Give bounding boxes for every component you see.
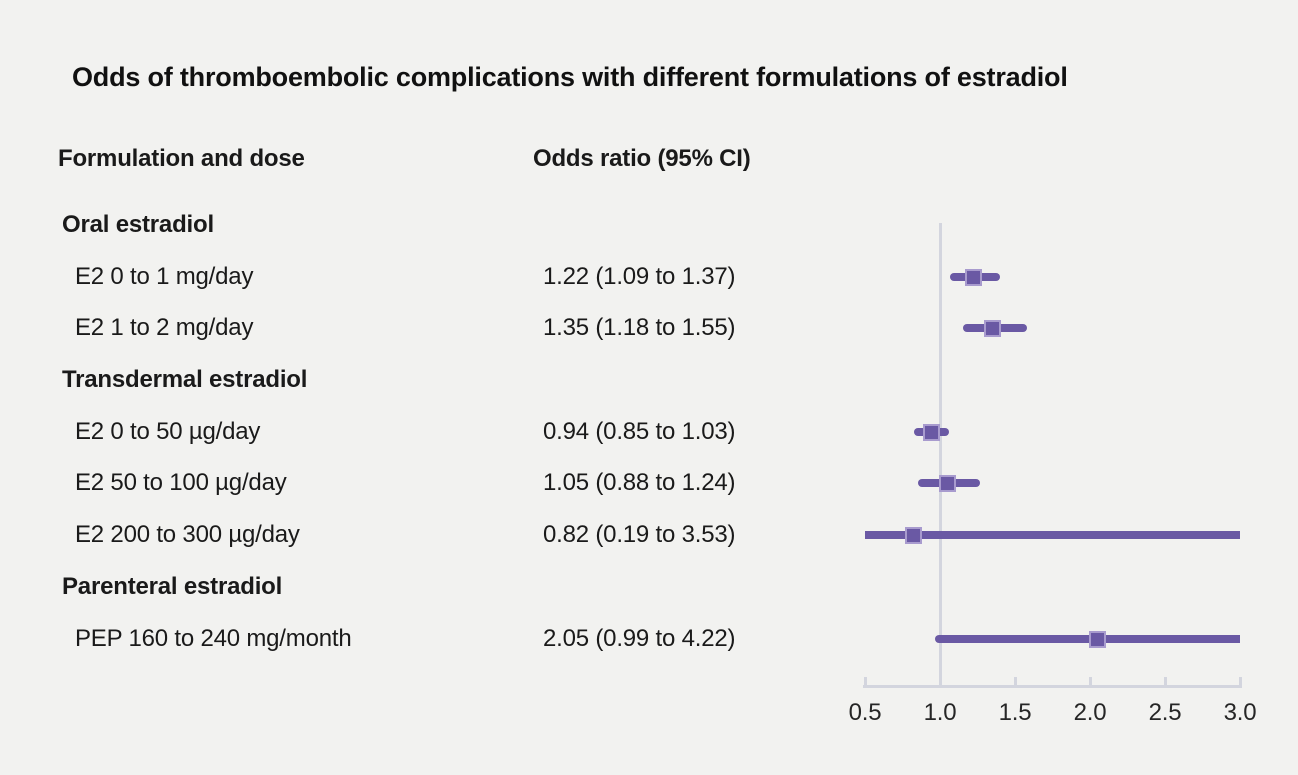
row-value: 1.22 (1.09 to 1.37) bbox=[543, 263, 736, 290]
ci-line bbox=[865, 531, 1240, 539]
x-axis-tick-label: 2.5 bbox=[1148, 699, 1182, 726]
or-marker bbox=[964, 268, 982, 286]
row-label: E2 0 to 50 µg/day bbox=[75, 418, 261, 445]
x-axis-tick bbox=[1088, 677, 1092, 685]
x-axis-tick-label: 3.0 bbox=[1223, 699, 1257, 726]
x-axis-tick bbox=[1163, 677, 1167, 685]
row-label: E2 1 to 2 mg/day bbox=[75, 314, 254, 341]
x-axis-tick bbox=[938, 677, 942, 685]
x-axis-tick bbox=[863, 677, 867, 685]
or-marker bbox=[939, 474, 956, 492]
row-label: E2 200 to 300 µg/day bbox=[75, 521, 300, 548]
or-marker bbox=[984, 319, 1001, 337]
row-value: 1.05 (0.88 to 1.24) bbox=[543, 469, 736, 496]
row-value: 0.94 (0.85 to 1.03) bbox=[543, 418, 736, 445]
chart-title: Odds of thromboembolic complications wit… bbox=[72, 62, 1068, 92]
x-axis-tick-label: 1.0 bbox=[923, 699, 957, 726]
row-label: E2 50 to 100 µg/day bbox=[75, 469, 287, 496]
row-label: E2 0 to 1 mg/day bbox=[75, 263, 254, 290]
x-axis-tick-label: 2.0 bbox=[1073, 699, 1107, 726]
or-marker bbox=[1089, 630, 1106, 648]
group-header: Oral estradiol bbox=[62, 211, 214, 238]
column-header-odds-ratio: Odds ratio (95% CI) bbox=[533, 145, 751, 172]
reference-line bbox=[938, 223, 942, 688]
group-header: Transdermal estradiol bbox=[62, 366, 308, 393]
group-header: Parenteral estradiol bbox=[62, 573, 283, 600]
x-axis-tick-label: 0.5 bbox=[848, 699, 882, 726]
row-value: 1.35 (1.18 to 1.55) bbox=[543, 314, 736, 341]
row-value: 2.05 (0.99 to 4.22) bbox=[543, 625, 736, 652]
or-marker bbox=[904, 526, 922, 544]
x-axis-tick bbox=[1013, 677, 1017, 685]
ci-line bbox=[934, 635, 1240, 643]
row-label: PEP 160 to 240 mg/month bbox=[75, 625, 352, 652]
x-axis-tick bbox=[1238, 677, 1242, 685]
row-value: 0.82 (0.19 to 3.53) bbox=[543, 521, 736, 548]
column-header-formulation: Formulation and dose bbox=[58, 145, 305, 172]
x-axis-line bbox=[863, 685, 1242, 688]
or-marker bbox=[922, 423, 940, 441]
x-axis-tick-label: 1.5 bbox=[998, 699, 1032, 726]
